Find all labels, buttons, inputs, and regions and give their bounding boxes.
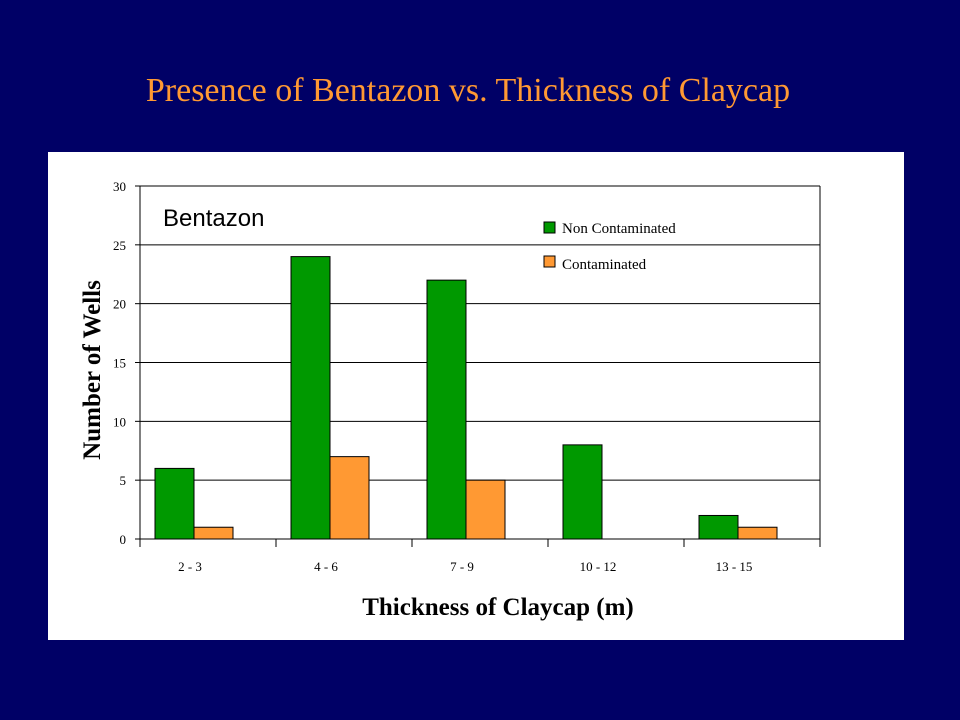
bars — [154, 256, 778, 540]
legend-swatch-contaminated — [543, 255, 556, 268]
bar-contaminated-2 — [329, 456, 370, 540]
bar-non-contaminated-4 — [562, 444, 603, 540]
bar-contaminated-5 — [737, 526, 778, 540]
y-tick-label: 20 — [113, 297, 126, 312]
x-tick-label: 4 - 6 — [314, 559, 338, 574]
y-tick-label: 10 — [113, 414, 126, 429]
slide-title: Presence of Bentazon vs. Thickness of Cl… — [145, 72, 791, 109]
bar-contaminated-3 — [465, 479, 506, 540]
x-tick-label: 2 - 3 — [178, 559, 202, 574]
x-tick-label: 10 - 12 — [580, 559, 617, 574]
legend-label-non-contaminated: Non Contaminated — [562, 221, 676, 237]
legend-label-contaminated: Contaminated — [562, 257, 647, 273]
bar-contaminated-1 — [193, 526, 234, 540]
y-axis-title: Number of Wells — [79, 280, 106, 460]
x-tick-label: 7 - 9 — [450, 559, 474, 574]
x-tick-label: 13 - 15 — [716, 559, 753, 574]
x-axis-title: Thickness of Claycap (m) — [362, 594, 634, 621]
chart-annotation: Bentazon — [163, 205, 264, 232]
legend: Non Contaminated Contaminated — [543, 221, 676, 273]
bar-chart: 0 5 10 15 20 25 30 2 - 3 4 - 6 7 - 9 10 - 12 13 - … — [79, 179, 821, 621]
y-tick-label: 5 — [120, 473, 127, 488]
chart-panel: 0 5 10 15 20 25 30 2 - 3 4 - 6 7 - 9 10 - 12 13 - … — [48, 152, 904, 640]
y-tick-label: 30 — [113, 179, 126, 194]
legend-swatch-non-contaminated — [543, 221, 556, 234]
bar-non-contaminated-3 — [426, 279, 467, 540]
y-tick-label: 15 — [113, 356, 126, 371]
bar-non-contaminated-2 — [290, 256, 331, 540]
gridlines — [140, 185, 820, 481]
y-axis: 0 5 10 15 20 25 30 — [113, 179, 821, 547]
bar-non-contaminated-1 — [154, 467, 195, 540]
y-tick-label: 25 — [113, 238, 126, 253]
bar-non-contaminated-5 — [698, 514, 739, 540]
x-axis: 2 - 3 4 - 6 7 - 9 10 - 12 13 - 15 — [139, 538, 821, 574]
y-tick-label: 0 — [120, 532, 127, 547]
